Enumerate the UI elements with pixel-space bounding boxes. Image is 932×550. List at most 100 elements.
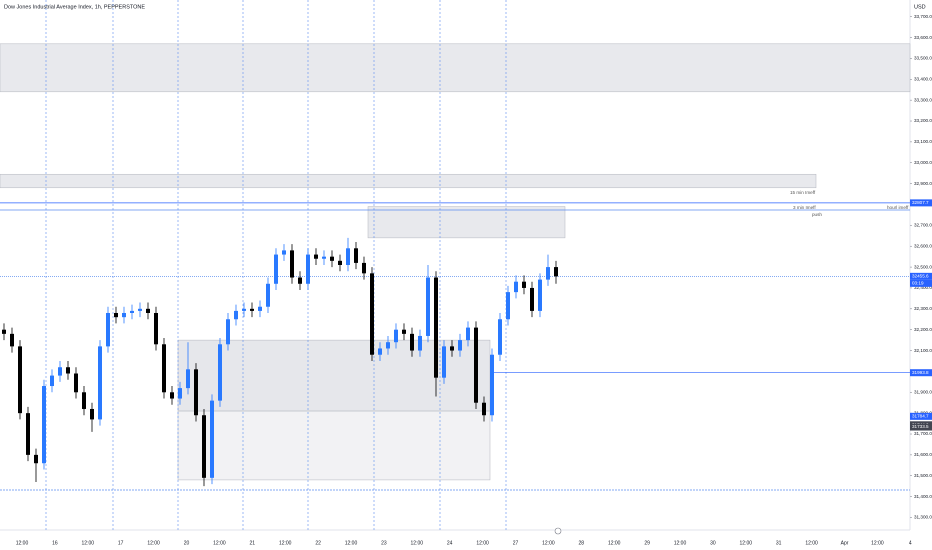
candle-body xyxy=(194,369,198,416)
y-tick-label: 31,400.0 xyxy=(914,494,932,499)
candle-body xyxy=(146,308,150,313)
y-tick-label: 33,400.0 xyxy=(914,77,932,82)
candle-body xyxy=(2,329,6,334)
candle-body xyxy=(34,454,38,464)
y-tick-label: 32,400.0 xyxy=(914,285,932,290)
candle-body xyxy=(410,333,414,351)
y-tick-label: 33,600.0 xyxy=(914,35,932,40)
candle-body xyxy=(466,327,470,341)
x-tick-label: 12:00 xyxy=(608,540,621,546)
x-tick-label: 12:00 xyxy=(82,540,95,546)
candle-body xyxy=(378,348,382,355)
x-tick-label: 30 xyxy=(710,540,716,546)
x-tick-label: 12:00 xyxy=(542,540,555,546)
x-tick-label: 12:00 xyxy=(147,540,160,546)
candle-body xyxy=(162,344,166,393)
candle-body xyxy=(26,413,30,455)
x-tick-label: 16 xyxy=(52,540,58,546)
y-tick-label: 32,700.0 xyxy=(914,223,932,228)
price-tag xyxy=(910,199,932,207)
candle-body xyxy=(106,312,110,347)
candle-body xyxy=(490,354,494,416)
candle-body xyxy=(306,254,310,284)
candle-body xyxy=(362,262,366,274)
candle-body xyxy=(346,248,350,265)
candle-body xyxy=(426,277,430,336)
candle-body xyxy=(402,329,406,334)
candle-body xyxy=(42,386,46,464)
x-tick-label: Apr xyxy=(841,540,849,546)
price-tag-label: 31733.5 xyxy=(912,424,929,429)
candle-body xyxy=(226,319,230,345)
y-tick-label: 32,600.0 xyxy=(914,243,932,248)
y-tick-label: 32,900.0 xyxy=(914,181,932,186)
candle-body xyxy=(234,310,238,320)
candle-body xyxy=(274,254,278,284)
y-tick-label: 33,200.0 xyxy=(914,118,932,123)
zone-label: 15 min Imeff xyxy=(790,190,816,195)
x-tick-label: 24 xyxy=(447,540,453,546)
candle-body xyxy=(282,250,286,255)
candle-body xyxy=(290,250,294,278)
y-tick-label: 31,900.0 xyxy=(914,390,932,395)
candle-body xyxy=(394,329,398,343)
candle-body xyxy=(482,402,486,416)
x-tick-label: 12:00 xyxy=(213,540,226,546)
x-tick-label: 12:00 xyxy=(345,540,358,546)
candle-body xyxy=(90,408,94,420)
y-tick-label: 33,000.0 xyxy=(914,160,932,165)
candle-body xyxy=(530,287,534,311)
x-tick-label: 12:00 xyxy=(805,540,818,546)
y-tick-label: 32,100.0 xyxy=(914,348,932,353)
y-tick-label: 32,200.0 xyxy=(914,327,932,332)
x-tick-label: 17 xyxy=(118,540,124,546)
candle-body xyxy=(130,310,134,313)
price-tag xyxy=(910,272,932,280)
y-tick-label: 32,500.0 xyxy=(914,264,932,269)
candle-body xyxy=(18,346,22,414)
scroll-button[interactable] xyxy=(554,527,562,535)
candle-body xyxy=(514,281,518,293)
candle-body xyxy=(98,346,102,420)
x-tick-label: 27 xyxy=(513,540,519,546)
candle-body xyxy=(138,308,142,311)
candle-body xyxy=(250,308,254,311)
candle-body xyxy=(178,388,182,399)
x-tick-label: 12:00 xyxy=(279,540,292,546)
zone-label: hourl imeff xyxy=(887,205,909,210)
candle-body xyxy=(506,292,510,320)
candle-body xyxy=(354,248,358,263)
y-tick-label: 31,700.0 xyxy=(914,431,932,436)
price-tag-label: 32455.6 xyxy=(912,274,929,279)
candle-body xyxy=(210,400,214,478)
y-tick-label: 33,500.0 xyxy=(914,56,932,61)
candle-body xyxy=(370,273,374,355)
candle-body xyxy=(122,312,126,318)
candle-body xyxy=(66,367,70,374)
candle-body xyxy=(338,260,342,265)
zone xyxy=(367,206,566,239)
x-tick-label: 28 xyxy=(579,540,585,546)
zone-label: push xyxy=(812,212,822,217)
candle-body xyxy=(10,333,14,347)
y-tick-label: 32,300.0 xyxy=(914,306,932,311)
x-tick-label: 12:00 xyxy=(16,540,29,546)
x-tick-label: 31 xyxy=(776,540,782,546)
candle-body xyxy=(202,415,206,478)
candle-body xyxy=(442,346,446,378)
countdown: 03:19 xyxy=(912,281,924,286)
y-tick-label: 33,100.0 xyxy=(914,139,932,144)
price-tag xyxy=(910,423,932,431)
zone xyxy=(0,173,817,189)
y-tick-label: 31,600.0 xyxy=(914,452,932,457)
candle-body xyxy=(74,373,78,393)
currency: USD xyxy=(914,4,926,10)
candle-body xyxy=(170,392,174,399)
candle-body xyxy=(154,312,158,345)
x-tick-label: 4 xyxy=(909,540,912,546)
candle-body xyxy=(418,335,422,351)
candle-body xyxy=(434,277,438,378)
candle-body xyxy=(458,340,462,351)
y-tick-label: 31,500.0 xyxy=(914,473,932,478)
x-tick-label: 12:00 xyxy=(871,540,884,546)
